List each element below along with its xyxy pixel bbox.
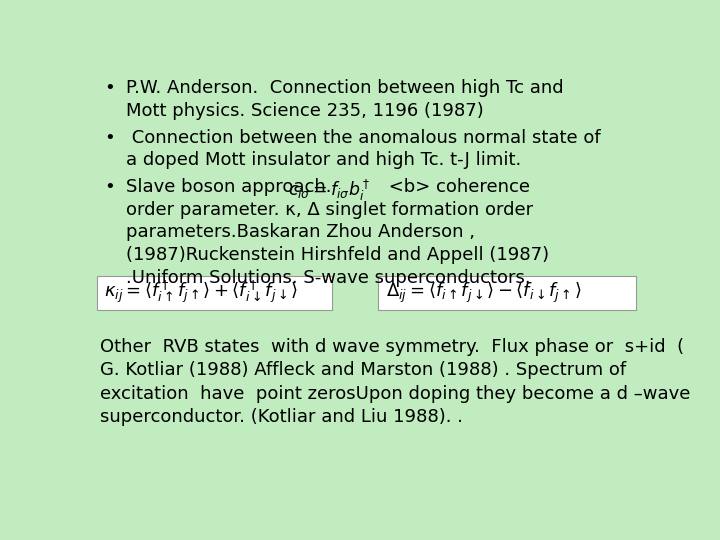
Text: a doped Mott insulator and high Tc. t-J limit.: a doped Mott insulator and high Tc. t-J … [126, 151, 521, 170]
Text: parameters.Baskaran Zhou Anderson ,: parameters.Baskaran Zhou Anderson , [126, 224, 475, 241]
Text: (1987)Ruckenstein Hirshfeld and Appell (1987): (1987)Ruckenstein Hirshfeld and Appell (… [126, 246, 549, 264]
Text: P.W. Anderson.  Connection between high Tc and: P.W. Anderson. Connection between high T… [126, 79, 564, 97]
Text: superconductor. (Kotliar and Liu 1988). .: superconductor. (Kotliar and Liu 1988). … [100, 408, 463, 426]
Text: .Uniform Solutions. S-wave superconductors.: .Uniform Solutions. S-wave superconducto… [126, 269, 531, 287]
Text: G. Kotliar (1988) Affleck and Marston (1988) . Spectrum of: G. Kotliar (1988) Affleck and Marston (1… [100, 361, 626, 380]
Text: •: • [104, 129, 114, 146]
Text: Mott physics. Science 235, 1196 (1987): Mott physics. Science 235, 1196 (1987) [126, 102, 484, 120]
Text: Other  RVB states  with d wave symmetry.  Flux phase or  s+id  (: Other RVB states with d wave symmetry. F… [100, 338, 684, 356]
FancyBboxPatch shape [96, 276, 332, 309]
Text: $\kappa_{ij} = \langle f^\dagger_{i\uparrow}f_{j\uparrow}\rangle + \langle f^\da: $\kappa_{ij} = \langle f^\dagger_{i\upar… [104, 279, 298, 306]
Text: •: • [104, 178, 114, 195]
Text: $\Delta_{ij} = \langle f_{i\uparrow}f_{j\downarrow}\rangle - \langle f_{i\downar: $\Delta_{ij} = \langle f_{i\uparrow}f_{j… [386, 281, 582, 305]
Text: Slave boson approach.: Slave boson approach. [126, 178, 343, 195]
Text: •: • [104, 79, 114, 97]
Text: excitation  have  point zerosUpon doping they become a d –wave: excitation have point zerosUpon doping t… [100, 384, 690, 403]
Text: Connection between the anomalous normal state of: Connection between the anomalous normal … [126, 129, 601, 146]
Text: $c_{i\sigma} = f_{i\sigma}b^\dagger_i$: $c_{i\sigma} = f_{i\sigma}b^\dagger_i$ [288, 178, 371, 204]
Text: order parameter. κ, Δ singlet formation order: order parameter. κ, Δ singlet formation … [126, 200, 534, 219]
FancyBboxPatch shape [379, 276, 636, 309]
Text: <b> coherence: <b> coherence [383, 178, 530, 195]
